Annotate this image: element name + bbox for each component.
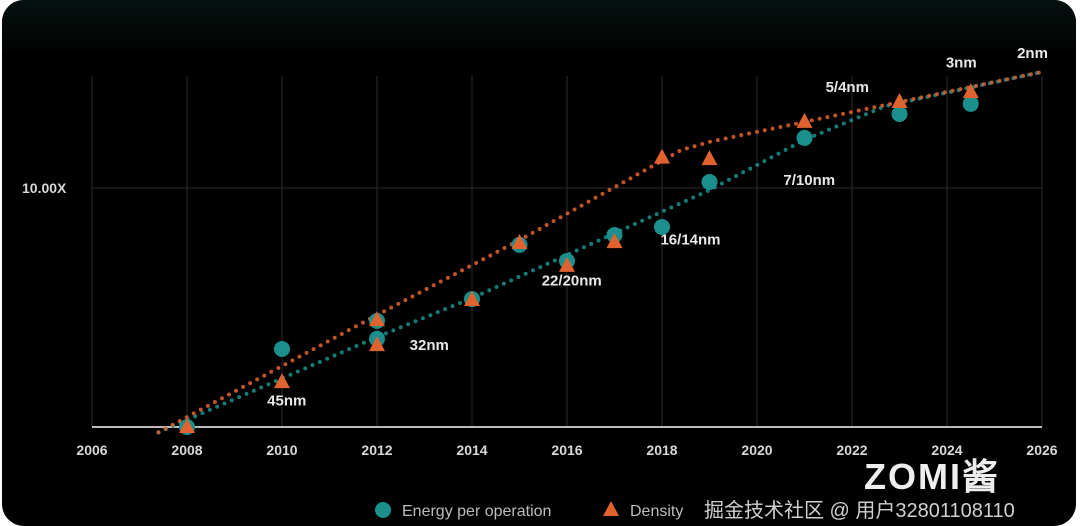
legend-label-density: Density <box>630 503 683 520</box>
x-tick-label: 2018 <box>646 442 677 458</box>
x-tick-label: 2022 <box>836 442 867 458</box>
x-tick-label: 2010 <box>266 442 297 458</box>
energy-point <box>962 95 979 112</box>
density-point <box>369 311 385 327</box>
x-tick-label: 2006 <box>76 442 107 458</box>
node-label: 16/14nm <box>660 232 720 249</box>
node-label: 22/20nm <box>542 273 602 290</box>
energy-point <box>654 218 670 235</box>
density-point <box>654 148 670 164</box>
density-point <box>274 373 290 389</box>
x-tick-label: 2024 <box>931 442 962 458</box>
density-point <box>464 290 480 306</box>
trendline-density <box>156 69 1044 435</box>
y-tick-label: 10.00X <box>22 180 67 196</box>
logo: ZOMI酱 <box>864 456 1000 497</box>
top-band <box>2 0 1076 50</box>
legend: Energy per operation Density <box>375 501 683 520</box>
node-label: 3nm <box>946 54 977 71</box>
trendline-energy <box>156 69 1044 435</box>
node-label: 45nm <box>267 393 306 410</box>
legend-circle-icon <box>375 502 391 518</box>
watermark: 掘金技术社区 @ 用户32801108110 <box>704 500 1015 522</box>
density-point <box>891 92 908 108</box>
x-tick-label: 2020 <box>741 442 772 458</box>
density-point <box>796 112 813 128</box>
x-tick-label: 2016 <box>551 442 582 458</box>
x-tick-label: 2014 <box>456 442 487 458</box>
energy-point <box>701 173 718 190</box>
density-point <box>369 336 385 352</box>
x-tick-label: 2012 <box>361 442 392 458</box>
node-label: 7/10nm <box>783 172 835 189</box>
energy-point <box>891 105 908 122</box>
density-point <box>511 233 528 249</box>
density-point <box>179 418 195 433</box>
node-label: 2nm <box>1017 45 1048 62</box>
energy-point <box>796 129 813 146</box>
x-tick-label: 2008 <box>171 442 202 458</box>
density-point <box>559 256 575 272</box>
node-label: 5/4nm <box>826 79 869 96</box>
legend-triangle-icon <box>603 501 619 516</box>
density-point <box>962 83 979 99</box>
density-point <box>606 233 623 249</box>
density-point <box>701 150 718 166</box>
node-label: 32nm <box>410 337 449 354</box>
energy-point <box>274 341 290 358</box>
x-tick-label: 2026 <box>1026 442 1057 458</box>
legend-label-energy: Energy per operation <box>402 503 551 520</box>
